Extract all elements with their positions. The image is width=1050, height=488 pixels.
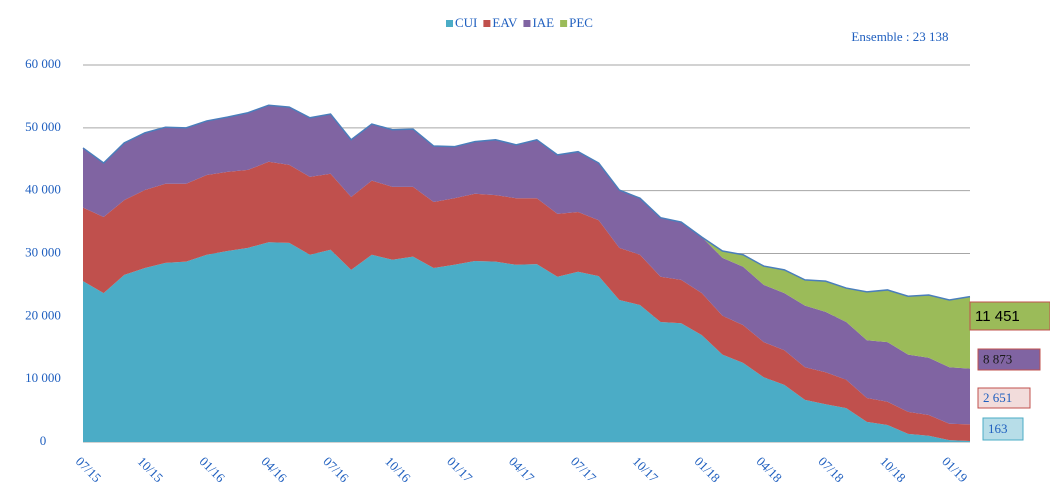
x-tick-label: 10/15: [135, 454, 167, 486]
x-tick-label: 01/19: [939, 454, 971, 486]
x-tick-label: 10/17: [630, 454, 662, 486]
x-tick-label: 04/18: [753, 454, 785, 486]
legend-swatch: [560, 20, 568, 27]
x-tick-label: 04/16: [258, 454, 290, 486]
x-tick-label: 07/15: [73, 454, 105, 486]
y-tick-label: 40 000: [25, 182, 61, 197]
area: [83, 161, 970, 441]
x-tick-label: 01/17: [444, 454, 476, 486]
x-tick-label: 07/16: [320, 454, 352, 486]
value-label-box: [969, 301, 1050, 331]
value-label: 163: [988, 421, 1008, 436]
value-label-box: [977, 387, 1031, 409]
x-tick-label: 07/18: [815, 454, 847, 486]
x-tick-label: 10/18: [877, 454, 909, 486]
y-tick-label: 50 000: [25, 119, 61, 134]
area: [83, 105, 970, 425]
total-line: [82, 104, 971, 301]
annotation: Ensemble : 23 138: [851, 29, 948, 44]
x-tick-label: 07/17: [568, 454, 600, 486]
y-tick-label: 20 000: [25, 307, 61, 322]
x-tick-label: 10/16: [382, 454, 414, 486]
value-label: 11 451: [975, 308, 1020, 325]
x-tick-label: 01/16: [197, 454, 229, 486]
legend-label: EAV: [492, 15, 518, 30]
y-tick-label: 60 000: [25, 56, 61, 71]
legend-label: CUI: [455, 15, 477, 30]
legend-label: PEC: [569, 15, 593, 30]
y-tick-label: 0: [40, 433, 47, 448]
legend-label: IAE: [532, 15, 554, 30]
value-label: 8 873: [983, 351, 1012, 366]
legend-swatch: [523, 20, 531, 27]
legend-swatch: [483, 20, 491, 27]
value-label-box: [982, 417, 1024, 441]
x-tick-label: 01/18: [692, 454, 724, 486]
legend-swatch: [446, 20, 453, 27]
area: [83, 242, 970, 442]
x-tick-label: 04/17: [506, 454, 538, 486]
value-label-box: [977, 348, 1041, 371]
y-tick-label: 30 000: [25, 244, 61, 259]
value-label: 2 651: [983, 390, 1012, 405]
y-tick-label: 10 000: [25, 370, 61, 385]
